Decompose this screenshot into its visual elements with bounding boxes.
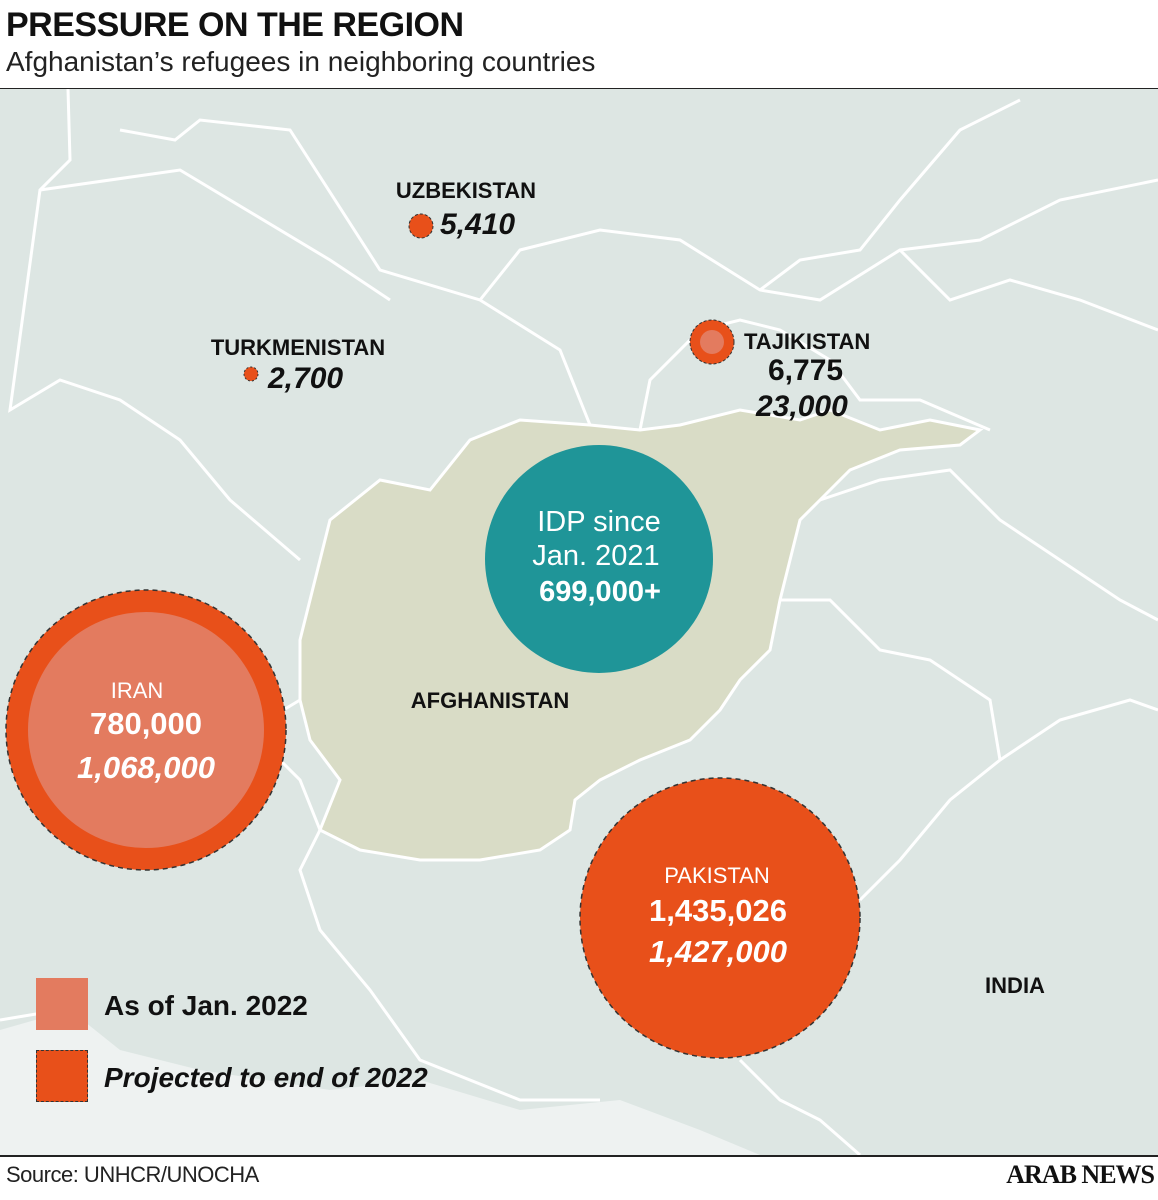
india-label: INDIA (985, 973, 1045, 998)
pakistan-projected-value: 1,427,000 (649, 934, 787, 969)
iran-projected-value: 1,068,000 (77, 750, 215, 785)
pakistan-label: PAKISTAN (664, 863, 770, 888)
turkmenistan-label: TURKMENISTAN (210, 335, 386, 360)
sea (0, 1010, 760, 1155)
uzbekistan-value: 5,410 (440, 208, 516, 241)
turkmenistan-value: 2,700 (268, 362, 344, 395)
turkmenistan-circle (243, 366, 259, 382)
uzbekistan-label: UZBEKISTAN (395, 178, 537, 203)
tajikistan-projected-value: 23,000 (756, 390, 848, 423)
iran-label: IRAN (110, 678, 164, 703)
map (0, 88, 1158, 1155)
source-note: Source: UNHCR/UNOCHA (6, 1162, 259, 1187)
pakistan-jan-2022-value: 1,435,026 (649, 893, 787, 928)
legend-label-jan-2022: As of Jan. 2022 (104, 990, 308, 1021)
uzbekistan-circle (408, 213, 434, 239)
idp-label-line2: Jan. 2021 (532, 540, 660, 572)
iran-jan-2022-value: 780,000 (89, 706, 203, 741)
idp-value: 699,000+ (539, 576, 661, 608)
idp-circle (485, 445, 713, 673)
arab-news-logo: ARAB NEWS (1006, 1160, 1155, 1189)
tajikistan-jan-2022-circle (700, 330, 724, 354)
subtitle: Afghanistan’s refugees in neighboring co… (6, 46, 596, 77)
tajikistan-jan-2022-value: 6,775 (768, 354, 844, 387)
legend-swatch-jan-2022 (36, 978, 88, 1030)
pakistan-circle (579, 777, 861, 1059)
iran-jan-2022-circle (28, 612, 264, 848)
country-borders (0, 88, 1158, 1155)
title: PRESSURE ON THE REGION (6, 6, 464, 44)
afghanistan-label: AFGHANISTAN (410, 688, 570, 713)
tajikistan-label: TAJIKISTAN (744, 329, 871, 354)
footer-rule (0, 1155, 1158, 1157)
legend-label-projected: Projected to end of 2022 (104, 1062, 428, 1093)
legend-swatch-projected (36, 1050, 88, 1102)
idp-label-line1: IDP since (537, 506, 661, 538)
